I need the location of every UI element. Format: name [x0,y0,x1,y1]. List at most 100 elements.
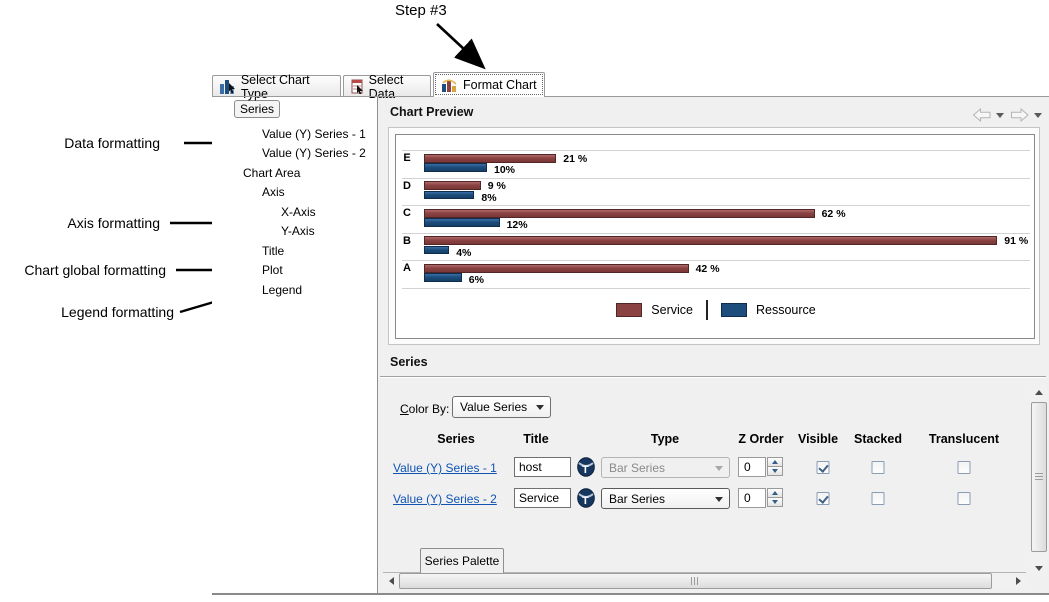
title-input-1[interactable] [514,457,571,477]
bar-ressource-a [424,273,462,282]
legend-formatting-annotation: Legend formatting [61,304,174,320]
tab-select-chart-type[interactable]: Select Chart Type [212,73,341,101]
z-order-spinner-1 [767,457,783,477]
data-formatting-annotation: Data formatting [64,135,160,151]
scroll-up-button[interactable] [1031,384,1047,400]
tree-item-title[interactable]: Title [262,243,285,258]
color-by-value: Value Series [460,400,528,414]
format-chart-icon [442,78,457,92]
chart-gridline [402,150,1030,151]
column-header-type: Type [650,432,680,446]
chevron-down-icon [715,465,723,471]
stacked-checkbox-2[interactable] [871,492,885,505]
bar-ressource-c [424,218,500,227]
translucent-checkbox-1[interactable] [957,461,971,474]
tab-select-data[interactable]: Select Data [343,73,431,101]
z-order-field-2[interactable]: 0 [738,488,766,508]
type-value: Bar Series [609,491,666,506]
svg-text:T: T [582,495,589,507]
type-dropdown-1[interactable]: Bar Series [601,457,730,478]
value-label-service: 21 % [563,152,588,165]
hscrollbar-thumb[interactable] [399,573,992,589]
scroll-right-button[interactable] [1010,573,1026,589]
hscrollbar-topline [383,572,1026,573]
stacked-checkbox-1[interactable] [871,461,885,474]
chart-preview-plot: Service Ressource E 21 % 10% D 9 % 8% C 62 % 12%… [395,134,1035,339]
tree-item-y-axis[interactable]: Y-Axis [281,224,315,238]
tab-format-chart[interactable]: Format Chart [433,72,545,97]
tree-item-chart-area[interactable]: Chart Area [243,165,301,180]
tree-item-series[interactable]: Series [234,100,281,118]
tree-item-x-axis[interactable]: X-Axis [281,204,316,219]
title-input-2[interactable] [514,488,571,508]
bar-service-c [424,208,815,218]
tree-item-value-y-series-1[interactable]: Value (Y) Series - 1 [262,126,366,141]
series-link-2[interactable]: Value (Y) Series - 2 [393,492,497,506]
vertical-scrollbar[interactable] [1031,384,1047,576]
type-dropdown-2[interactable]: Bar Series [601,488,730,509]
value-label-ressource: 10% [494,164,516,176]
category-label-e: E [403,152,411,164]
tree-item-value-y-series-2[interactable]: Value (Y) Series - 2 [262,146,366,160]
column-header-z-order: Z Order [738,432,784,446]
tab-label: Select Chart Type [240,72,310,101]
scroll-left-button[interactable] [383,573,399,589]
step-annotation: Step #3 [395,2,447,19]
bar-ressource-b [424,245,450,254]
value-label-service: 9 % [487,180,506,192]
series-link-1[interactable]: Value (Y) Series - 1 [393,461,497,475]
back-dropdown-icon[interactable] [996,113,1004,118]
legend-label-service: Service [651,303,693,317]
bar-service-e [424,153,557,163]
legend-swatch-ressource [720,303,747,317]
chart-gridline [402,260,1030,261]
column-header-title: Title [523,432,549,446]
value-label-service: 42 % [695,262,720,275]
title-format-icon-2[interactable]: T [577,488,595,508]
chart-type-icon [220,80,235,94]
tab-label: Select Data [368,72,404,101]
type-value: Bar Series [609,460,666,475]
chevron-down-icon [536,405,544,410]
forward-arrow-icon[interactable] [1010,108,1030,123]
bar-ressource-e [424,163,487,172]
value-label-service: 62 % [821,207,846,220]
bar-service-d [424,181,481,190]
forward-dropdown-icon[interactable] [1034,113,1042,118]
tabbar-baseline [212,96,1049,97]
svg-text:T: T [582,464,589,476]
title-format-icon-1[interactable]: T [577,457,595,477]
scroll-down-button[interactable] [1031,560,1047,576]
spinner-down-button[interactable] [767,466,783,476]
select-data-icon [351,79,363,94]
value-label-service: 91 % [1004,235,1029,247]
axis-formatting-annotation: Axis formatting [67,215,160,231]
value-label-ressource: 6% [468,274,484,286]
legend-label-ressource: Ressource [755,303,816,317]
chart-gridline [402,177,1030,179]
series-palette-tab[interactable]: Series Palette [420,548,504,573]
category-label-a: A [403,262,411,274]
back-arrow-icon[interactable] [972,108,992,123]
column-header-translucent: Translucent [928,432,1000,446]
color-by-dropdown[interactable]: Value Series [452,396,551,418]
horizontal-scrollbar[interactable] [383,573,1026,589]
z-order-field-1[interactable]: 0 [738,457,766,477]
tree-item-plot[interactable]: Plot [262,263,283,277]
value-label-ressource: 8% [481,191,497,204]
translucent-checkbox-2[interactable] [957,492,971,505]
category-label-c: C [403,207,411,219]
visible-checkbox-2[interactable] [816,492,830,505]
legend-divider [705,300,708,320]
chart-gridline [402,232,1030,234]
value-label-ressource: 12% [506,219,528,231]
vscrollbar-thumb[interactable] [1031,402,1047,552]
tree-item-axis[interactable]: Axis [262,185,285,199]
visible-checkbox-1[interactable] [816,461,830,474]
category-label-d: D [403,179,411,192]
column-header-series: Series [437,432,475,446]
series-section-divider [380,376,1046,378]
spinner-down-button[interactable] [767,497,783,507]
tree-item-legend[interactable]: Legend [262,282,303,297]
column-header-visible: Visible [797,432,839,446]
